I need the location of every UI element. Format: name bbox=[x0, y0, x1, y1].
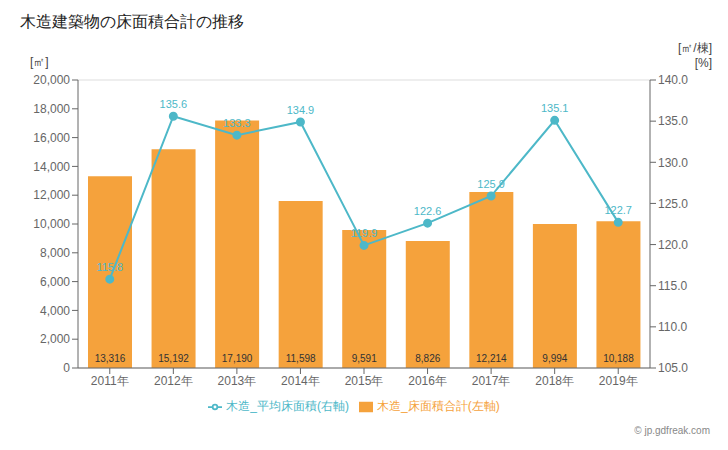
svg-text:15,192: 15,192 bbox=[158, 353, 189, 364]
svg-text:11,598: 11,598 bbox=[286, 353, 316, 364]
svg-text:135.1: 135.1 bbox=[541, 102, 569, 114]
svg-text:135.0: 135.0 bbox=[658, 114, 688, 128]
svg-text:12,214: 12,214 bbox=[476, 353, 507, 364]
svg-text:10,000: 10,000 bbox=[33, 217, 70, 231]
svg-text:2013年: 2013年 bbox=[218, 374, 257, 388]
svg-text:6,000: 6,000 bbox=[40, 275, 70, 289]
svg-text:9,994: 9,994 bbox=[542, 353, 567, 364]
svg-text:8,826: 8,826 bbox=[415, 353, 440, 364]
svg-text:2019年: 2019年 bbox=[599, 374, 638, 388]
svg-text:17,190: 17,190 bbox=[222, 353, 253, 364]
svg-text:2012年: 2012年 bbox=[154, 374, 193, 388]
svg-text:115.8: 115.8 bbox=[96, 261, 123, 273]
svg-text:0: 0 bbox=[63, 361, 70, 375]
svg-text:140.0: 140.0 bbox=[658, 73, 688, 87]
svg-text:122.7: 122.7 bbox=[604, 204, 632, 216]
svg-text:2017年: 2017年 bbox=[472, 374, 511, 388]
svg-text:12,000: 12,000 bbox=[33, 188, 70, 202]
svg-text:110.0: 110.0 bbox=[658, 320, 687, 334]
svg-text:122.6: 122.6 bbox=[414, 205, 442, 217]
svg-text:2014年: 2014年 bbox=[281, 374, 320, 388]
svg-text:2015年: 2015年 bbox=[345, 374, 384, 388]
svg-text:2016年: 2016年 bbox=[408, 374, 447, 388]
svg-text:120.0: 120.0 bbox=[658, 238, 688, 252]
svg-text:10,188: 10,188 bbox=[603, 353, 634, 364]
html-text:木造_平均床面積(右軸): 木造_平均床面積(右軸) bbox=[226, 399, 349, 413]
svg-text:18,000: 18,000 bbox=[33, 102, 70, 116]
svg-text:133.3: 133.3 bbox=[223, 117, 251, 129]
html-text:木造建築物の床面積合計の推移: 木造建築物の床面積合計の推移 bbox=[20, 13, 244, 30]
svg-text:125.9: 125.9 bbox=[477, 178, 505, 190]
html-text:[㎡/棟]: [㎡/棟] bbox=[678, 41, 712, 55]
svg-text:125.0: 125.0 bbox=[658, 197, 688, 211]
svg-text:9,591: 9,591 bbox=[352, 353, 377, 364]
svg-text:105.0: 105.0 bbox=[658, 361, 688, 375]
svg-text:8,000: 8,000 bbox=[40, 246, 70, 260]
svg-text:130.0: 130.0 bbox=[658, 156, 688, 170]
html-text:© jp.gdfreak.com: © jp.gdfreak.com bbox=[634, 425, 710, 436]
svg-text:20,000: 20,000 bbox=[33, 73, 70, 87]
svg-text:14,000: 14,000 bbox=[33, 160, 70, 174]
svg-text:2018年: 2018年 bbox=[535, 374, 574, 388]
svg-text:135.6: 135.6 bbox=[160, 98, 188, 110]
svg-text:115.0: 115.0 bbox=[658, 279, 687, 293]
svg-text:4,000: 4,000 bbox=[40, 304, 70, 318]
svg-text:2011年: 2011年 bbox=[91, 374, 129, 388]
svg-text:134.9: 134.9 bbox=[287, 104, 315, 116]
svg-text:13,316: 13,316 bbox=[95, 353, 126, 364]
svg-text:119.9: 119.9 bbox=[351, 227, 378, 239]
html-text:木造_床面積合計(左軸): 木造_床面積合計(左軸) bbox=[377, 399, 500, 413]
svg-text:2,000: 2,000 bbox=[40, 332, 70, 346]
svg-text:16,000: 16,000 bbox=[33, 131, 70, 145]
